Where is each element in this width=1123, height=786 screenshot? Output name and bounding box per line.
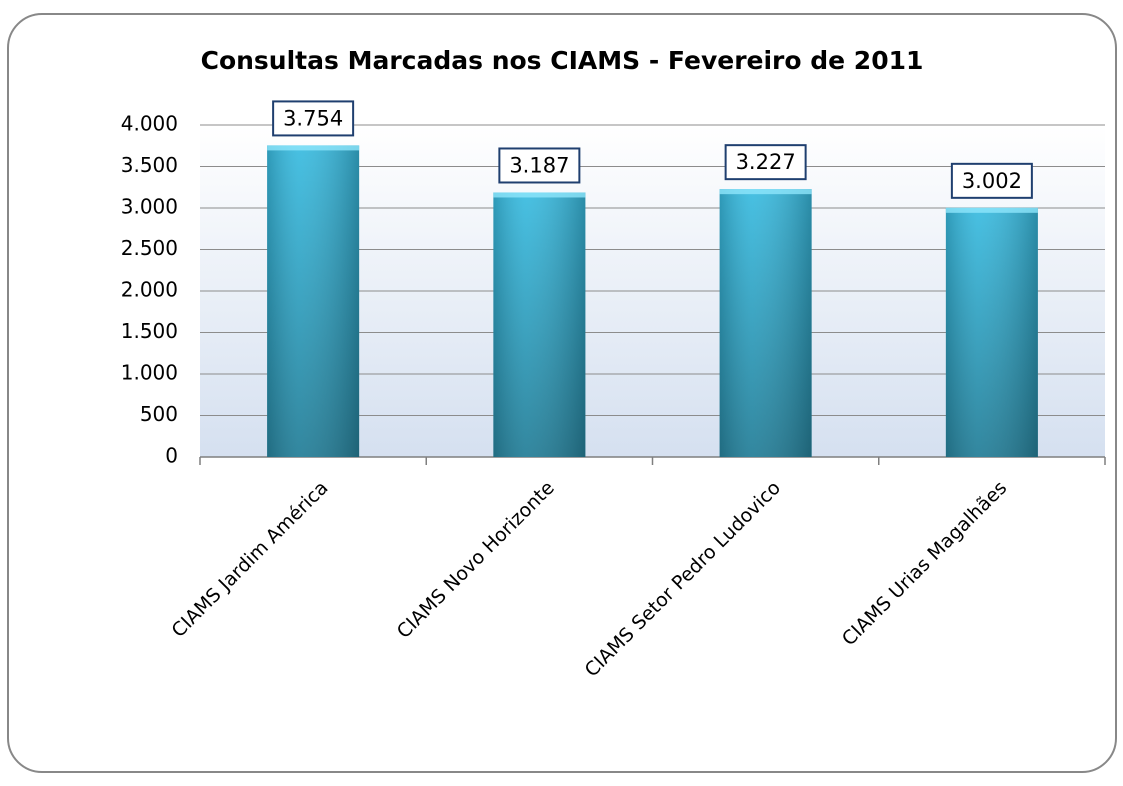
y-tick-label: 3.000: [121, 195, 178, 219]
data-label: 3.227: [736, 150, 796, 174]
data-label-box: [724, 144, 807, 181]
y-tick-label: 4.000: [121, 112, 178, 136]
y-tick-label: 2.000: [121, 278, 178, 302]
y-tick-label: 1.500: [121, 319, 178, 343]
bar-shade: [493, 192, 586, 457]
bar-cap: [719, 189, 812, 195]
chart-title: Consultas Marcadas nos CIAMS - Fevereiro…: [201, 46, 924, 75]
data-label: 3.754: [283, 106, 343, 130]
data-label-box: [272, 100, 355, 137]
bar-shade: [719, 189, 812, 457]
data-label-box: [950, 162, 1033, 199]
bar-shade: [267, 145, 360, 457]
y-tick-label: 0: [165, 444, 178, 468]
y-tick-label: 1.000: [121, 361, 178, 385]
y-tick-label: 500: [140, 402, 178, 426]
y-tick-label: 3.500: [121, 153, 178, 177]
data-label-box: [498, 147, 581, 184]
bar-shade: [945, 207, 1038, 457]
bar-cap: [945, 207, 1038, 213]
data-label: 3.002: [962, 169, 1022, 193]
y-tick-label: 2.500: [121, 236, 178, 260]
data-label: 3.187: [509, 153, 569, 177]
bar-cap: [493, 192, 586, 198]
bar-cap: [267, 145, 360, 151]
